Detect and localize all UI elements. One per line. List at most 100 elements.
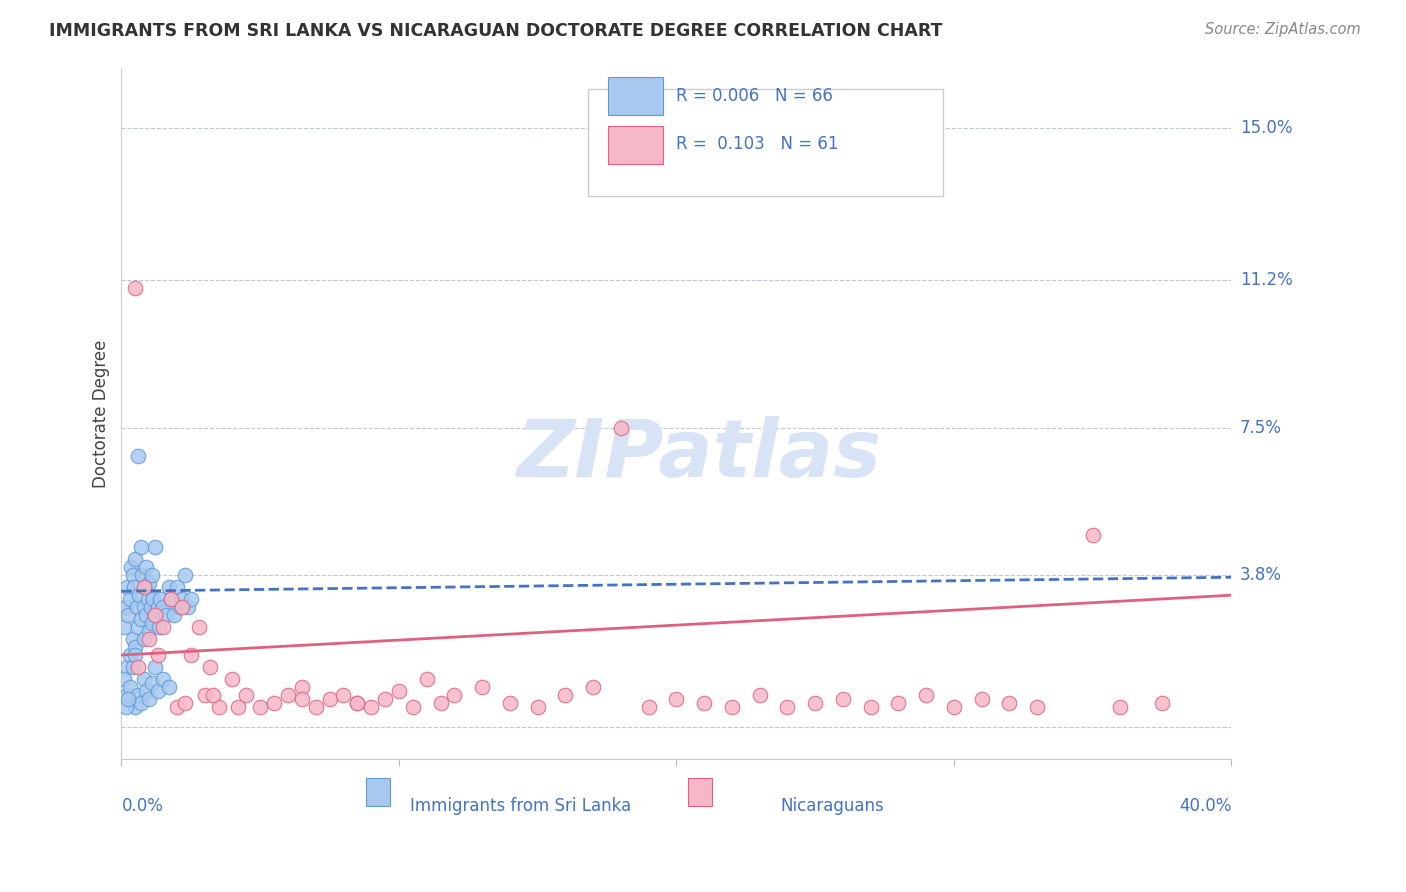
Point (346, 696, 368, 710)
Point (263, 696, 285, 710)
Point (120, 560, 142, 574)
Point (180, 592, 202, 607)
FancyBboxPatch shape (607, 126, 664, 164)
Point (194, 688, 217, 702)
Point (124, 640, 146, 654)
Point (114, 600, 136, 615)
FancyBboxPatch shape (607, 78, 664, 115)
Text: Immigrants from Sri Lanka: Immigrants from Sri Lanka (411, 797, 631, 814)
Point (374, 692, 396, 706)
Point (127, 660, 149, 674)
Point (124, 648, 146, 662)
Point (443, 688, 465, 702)
Point (776, 700, 799, 714)
Point (132, 600, 155, 615)
Point (160, 592, 183, 607)
Point (832, 692, 855, 706)
Point (970, 692, 993, 706)
Point (124, 700, 146, 714)
Point (402, 700, 425, 714)
Point (127, 688, 149, 702)
Text: 0.0%: 0.0% (121, 797, 163, 814)
Point (143, 608, 166, 623)
Point (332, 688, 354, 702)
Point (200, 660, 222, 674)
Point (135, 684, 157, 698)
Text: 15.0%: 15.0% (1240, 120, 1292, 137)
Point (115, 660, 138, 674)
Point (429, 696, 451, 710)
Point (177, 600, 200, 615)
Point (138, 624, 160, 639)
Point (804, 696, 827, 710)
Text: R =  0.103   N = 61: R = 0.103 N = 61 (676, 136, 839, 153)
Point (117, 692, 139, 706)
Point (277, 688, 299, 702)
Y-axis label: Doctorate Degree: Doctorate Degree (93, 340, 110, 488)
Point (122, 580, 145, 594)
Point (1152, 696, 1174, 710)
Point (388, 684, 411, 698)
Point (121, 568, 143, 582)
Point (143, 541, 166, 555)
Point (141, 676, 163, 690)
FancyBboxPatch shape (688, 778, 711, 805)
Point (118, 592, 141, 607)
Point (174, 696, 197, 710)
Text: 7.5%: 7.5% (1240, 418, 1282, 436)
Point (131, 568, 153, 582)
Text: 11.2%: 11.2% (1240, 271, 1292, 289)
Point (1109, 700, 1132, 714)
Point (132, 580, 155, 594)
Point (721, 700, 744, 714)
Point (235, 688, 257, 702)
Point (499, 696, 522, 710)
Point (157, 580, 180, 594)
Point (112, 620, 135, 634)
Point (143, 608, 166, 623)
FancyBboxPatch shape (366, 778, 389, 805)
Point (128, 588, 150, 602)
Point (152, 672, 174, 686)
Point (1081, 528, 1104, 542)
Point (291, 692, 314, 706)
Point (146, 600, 169, 615)
Text: Nicaraguans: Nicaraguans (780, 797, 884, 814)
Point (141, 616, 163, 631)
Text: R = 0.006   N = 66: R = 0.006 N = 66 (676, 87, 834, 105)
Point (135, 560, 157, 574)
Point (146, 648, 169, 662)
Point (129, 696, 152, 710)
Point (180, 648, 202, 662)
Point (360, 700, 382, 714)
Point (127, 449, 149, 463)
Text: ZIPatlas: ZIPatlas (516, 416, 882, 494)
Point (249, 700, 271, 714)
Point (346, 696, 368, 710)
Point (138, 692, 160, 706)
Point (471, 680, 494, 694)
Text: Source: ZipAtlas.com: Source: ZipAtlas.com (1205, 22, 1361, 37)
Point (693, 696, 716, 710)
Point (121, 660, 143, 674)
Point (305, 700, 328, 714)
Point (118, 648, 141, 662)
Point (582, 680, 605, 694)
FancyBboxPatch shape (588, 89, 943, 196)
Point (152, 600, 174, 615)
Point (142, 592, 165, 607)
Point (129, 612, 152, 626)
Point (166, 580, 188, 594)
Point (169, 600, 191, 615)
Point (748, 688, 770, 702)
Point (136, 592, 159, 607)
Point (148, 620, 170, 634)
Point (115, 688, 138, 702)
Point (415, 672, 437, 686)
Point (141, 568, 163, 582)
Point (943, 700, 966, 714)
Point (226, 700, 249, 714)
Point (134, 580, 156, 594)
Point (149, 592, 172, 607)
Point (174, 568, 197, 582)
